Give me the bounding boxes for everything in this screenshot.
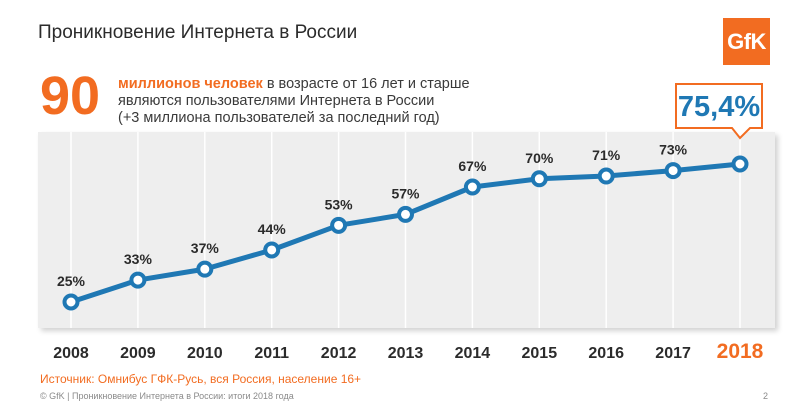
data-label: 53% — [325, 196, 354, 212]
data-label: 73% — [659, 142, 688, 158]
data-point — [664, 162, 682, 180]
x-tick-label: 2017 — [655, 345, 691, 362]
headline-lead: миллионов человек — [118, 76, 263, 92]
headline-rest: в возрасте от 16 лет и старше — [262, 76, 470, 92]
x-tick-label: 2011 — [254, 345, 289, 362]
data-point — [530, 170, 548, 188]
x-tick-label: 2016 — [588, 345, 624, 362]
data-point — [129, 271, 147, 289]
data-point — [62, 293, 80, 311]
headline-number: 90 — [40, 66, 101, 126]
slide-title: Проникновение Интернета в России — [38, 22, 358, 43]
headline-line3: (+3 миллиона пользователей за последний … — [118, 110, 440, 126]
data-label: 25% — [57, 273, 86, 289]
data-point — [597, 167, 615, 185]
data-point — [731, 155, 749, 173]
data-point — [196, 260, 214, 278]
headline-text: миллионов человек в возрасте от 16 лет и… — [118, 76, 470, 127]
chart-panel — [38, 132, 775, 328]
data-label: 71% — [592, 147, 621, 163]
gfk-logo: GfK — [723, 18, 770, 65]
data-point — [330, 216, 348, 234]
footer-text: © GfK | Проникновение Интернета в России… — [40, 391, 294, 401]
source-note: Источник: Омнибус ГФК-Русь, вся Россия, … — [40, 372, 362, 386]
x-tick-label: 2018 — [717, 340, 764, 363]
data-point — [397, 205, 414, 223]
x-tick-label: 2010 — [187, 345, 223, 362]
data-label: 33% — [124, 251, 153, 267]
x-tick-label: 2012 — [321, 345, 357, 362]
data-point — [463, 178, 481, 196]
headline-line2: являются пользователями Интернета в Росс… — [118, 93, 435, 109]
data-label: 70% — [525, 150, 554, 166]
x-tick-label: 2009 — [120, 345, 156, 362]
x-tick-label: 2014 — [455, 345, 491, 362]
x-tick-label: 2013 — [388, 345, 424, 362]
page-number: 2 — [763, 391, 769, 401]
highlight-callout — [675, 83, 763, 140]
data-point — [263, 241, 281, 259]
highlight-value: 75,4% — [678, 91, 760, 123]
data-label: 67% — [458, 158, 487, 174]
x-tick-label: 2008 — [53, 345, 89, 362]
data-label: 44% — [258, 221, 287, 237]
x-tick-label: 2015 — [522, 345, 558, 362]
data-label: 57% — [391, 185, 420, 201]
data-label: 37% — [191, 240, 220, 256]
